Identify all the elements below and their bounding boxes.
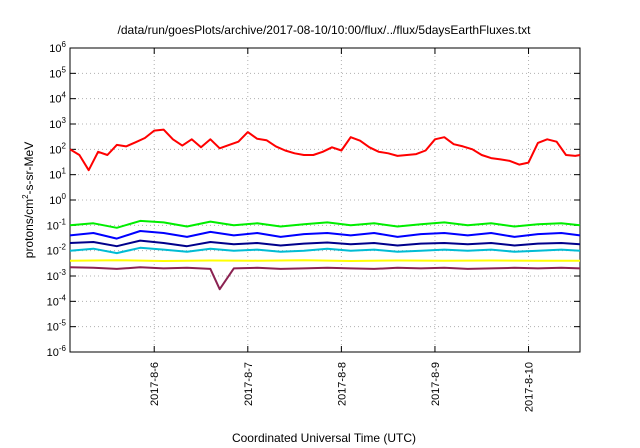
y-tick-label-exp: -3: [59, 268, 67, 277]
y-tick-label-exp: 1: [62, 167, 67, 176]
series-line-7: [69, 266, 581, 291]
y-tick-label: 104: [49, 91, 66, 106]
y-tick-label-base: 10: [49, 68, 61, 80]
y-tick-label-exp: 4: [62, 91, 67, 100]
x-tick-label: 2017-8-8: [336, 362, 348, 406]
series-line-1: [69, 128, 581, 172]
grid: [70, 48, 580, 352]
x-axis-title: Coordinated Universal Time (UTC): [232, 431, 416, 445]
y-tick-label: 106: [49, 40, 66, 55]
y-tick-label-exp: 5: [62, 65, 67, 74]
y-axis-title-rest: -s-sr-MeV: [22, 142, 36, 195]
y-tick-label-base: 10: [49, 94, 61, 106]
y-tick-label: 103: [49, 116, 66, 131]
series-layer: [69, 128, 581, 291]
y-tick-label-base: 10: [47, 246, 59, 258]
y-tick-label: 10-3: [47, 268, 67, 283]
y-tick-label-base: 10: [47, 347, 59, 359]
y-tick-label: 10-2: [47, 243, 67, 258]
chart-title: /data/run/goesPlots/archive/2017-08-10/1…: [118, 23, 532, 37]
y-tick-label-exp: 0: [62, 192, 67, 201]
y-tick-label: 101: [49, 167, 66, 182]
y-tick-label-exp: -1: [59, 217, 67, 226]
y-tick-label: 10-6: [47, 344, 67, 359]
y-tick-label: 100: [49, 192, 66, 207]
y-tick-label-exp: 3: [62, 116, 67, 125]
y-axis-title-sup: 2: [21, 194, 30, 199]
y-tick-label-base: 10: [47, 271, 59, 283]
y-tick-label-base: 10: [49, 170, 61, 182]
y-axis-title: protons/cm2-s-sr-MeV: [21, 142, 36, 258]
series-line-5: [69, 246, 581, 255]
x-tick-label: 2017-8-10: [524, 362, 536, 412]
y-tick-label-exp: 2: [62, 141, 67, 150]
y-tick-label: 102: [49, 141, 66, 156]
y-tick-label: 10-4: [47, 293, 67, 308]
y-tick-label-base: 10: [49, 119, 61, 131]
y-tick-label-base: 10: [47, 322, 59, 334]
y-tick-label-exp: -4: [59, 293, 67, 302]
y-tick-label-exp: -2: [59, 243, 67, 252]
x-tick-label: 2017-8-6: [149, 362, 161, 406]
y-tick-label-base: 10: [49, 195, 61, 207]
series-line-2: [69, 219, 581, 229]
series-line-3: [69, 230, 581, 240]
x-tick-label: 2017-8-9: [430, 362, 442, 406]
y-tick-label-base: 10: [47, 296, 59, 308]
y-tick-label: 10-5: [47, 319, 67, 334]
y-tick-label-base: 10: [47, 220, 59, 232]
y-tick-label-exp: -5: [59, 319, 67, 328]
y-tick-label-exp: 6: [62, 40, 67, 49]
y-tick-label-base: 10: [49, 43, 61, 55]
series-line-6: [69, 259, 580, 262]
y-tick-label-exp: -6: [59, 344, 67, 353]
y-axis-title-base: protons/cm: [22, 199, 36, 258]
y-tick-label: 105: [49, 65, 66, 80]
axis-ticks: 10-610-510-410-310-210-11001011021031041…: [47, 40, 580, 412]
y-tick-label-base: 10: [49, 144, 61, 156]
series-line-4: [69, 239, 581, 248]
y-tick-label: 10-1: [47, 217, 67, 232]
x-tick-label: 2017-8-7: [243, 362, 255, 406]
